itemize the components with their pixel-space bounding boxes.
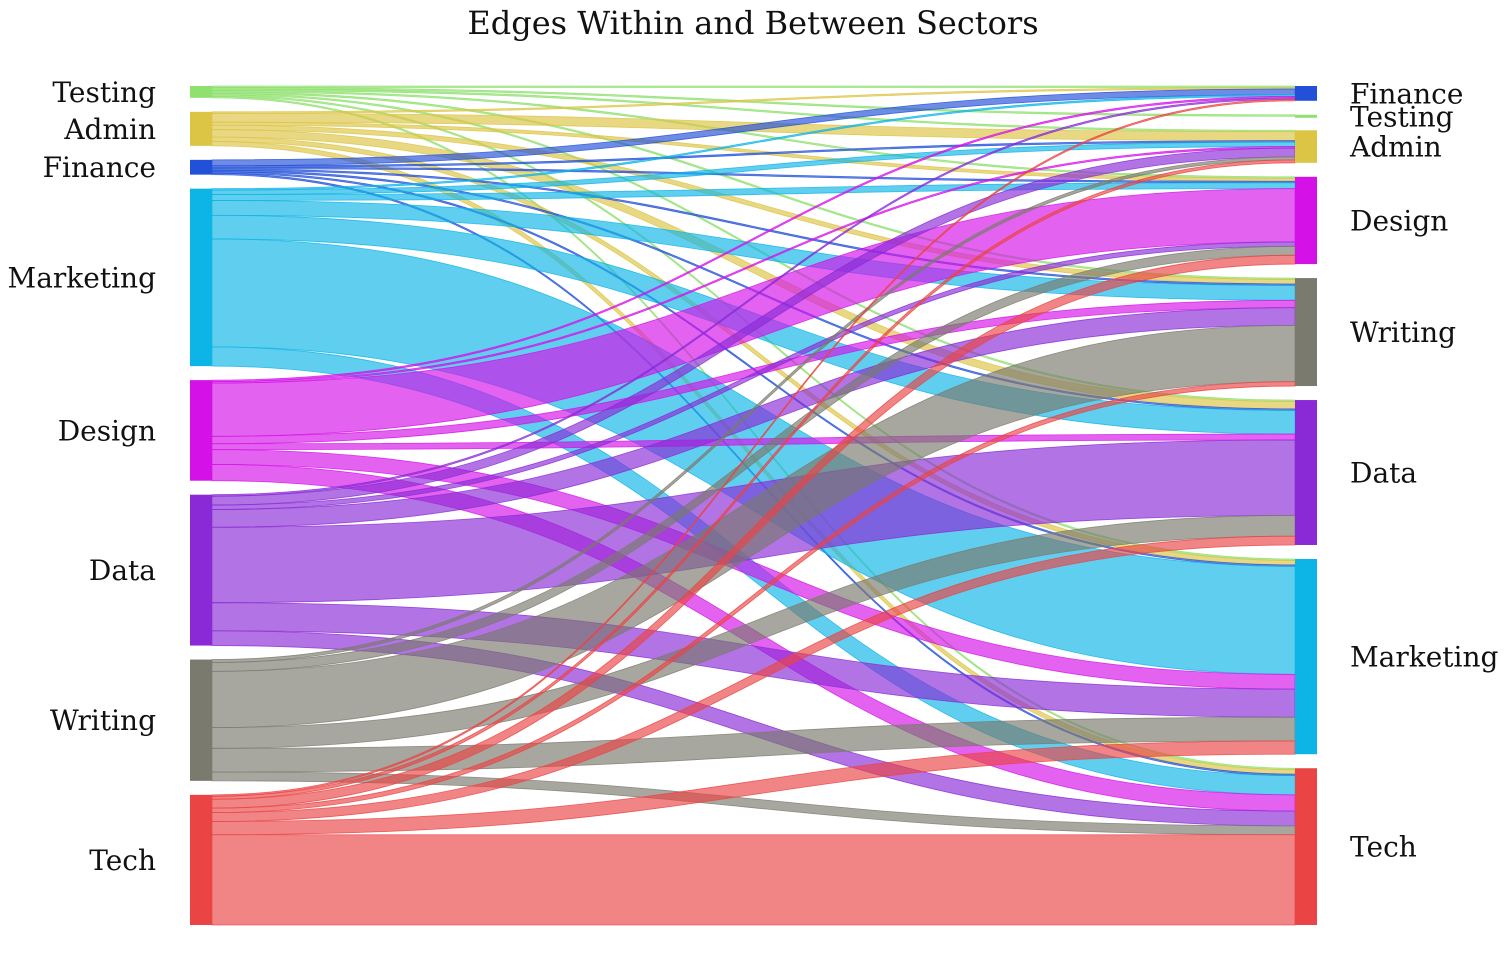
flow-tech-to-writing xyxy=(211,381,1296,813)
left-label-finance: Finance xyxy=(43,151,156,184)
left-node-design xyxy=(190,380,212,481)
right-label-data: Data xyxy=(1350,457,1417,490)
right-node-tech xyxy=(1295,768,1317,925)
flow-tech-to-tech xyxy=(211,834,1296,926)
right-node-writing xyxy=(1295,278,1317,387)
left-node-data xyxy=(190,494,212,646)
right-node-data xyxy=(1295,400,1317,545)
right-label-finance: Finance xyxy=(1350,77,1463,110)
flow-links xyxy=(211,85,1296,926)
right-label-testing: Testing xyxy=(1350,100,1454,133)
left-node-marketing xyxy=(190,188,212,367)
right-node-admin xyxy=(1295,130,1317,163)
chart-title: Edges Within and Between Sectors xyxy=(467,4,1038,42)
left-label-writing: Writing xyxy=(50,704,156,737)
right-label-marketing: Marketing xyxy=(1350,641,1499,674)
flow-tech-to-marketing xyxy=(211,740,1296,836)
right-node-testing xyxy=(1295,114,1317,118)
left-label-design: Design xyxy=(58,414,156,447)
left-label-testing: Testing xyxy=(52,76,156,109)
right-node-marketing xyxy=(1295,558,1317,755)
left-label-admin: Admin xyxy=(63,113,156,146)
left-label-data: Data xyxy=(89,554,156,587)
right-label-admin: Admin xyxy=(1349,131,1442,164)
right-label-tech: Tech xyxy=(1350,831,1417,864)
left-node-finance xyxy=(190,159,212,175)
sector-labels: TestingAdminFinanceMarketingDesignDataWr… xyxy=(8,76,1499,877)
right-label-writing: Writing xyxy=(1350,316,1456,349)
right-label-design: Design xyxy=(1350,204,1448,237)
left-node-tech xyxy=(190,794,212,925)
flow-tech-to-design xyxy=(211,254,1296,809)
right-node-finance xyxy=(1295,86,1317,101)
flow-tech-to-finance xyxy=(211,98,1296,797)
right-node-design xyxy=(1295,176,1317,265)
left-node-testing xyxy=(190,86,212,98)
left-node-writing xyxy=(190,659,212,781)
sector-nodes xyxy=(190,86,1317,925)
left-label-tech: Tech xyxy=(89,844,156,877)
left-label-marketing: Marketing xyxy=(8,261,157,294)
flow-testing-to-finance xyxy=(211,85,1296,88)
left-node-admin xyxy=(190,111,212,146)
